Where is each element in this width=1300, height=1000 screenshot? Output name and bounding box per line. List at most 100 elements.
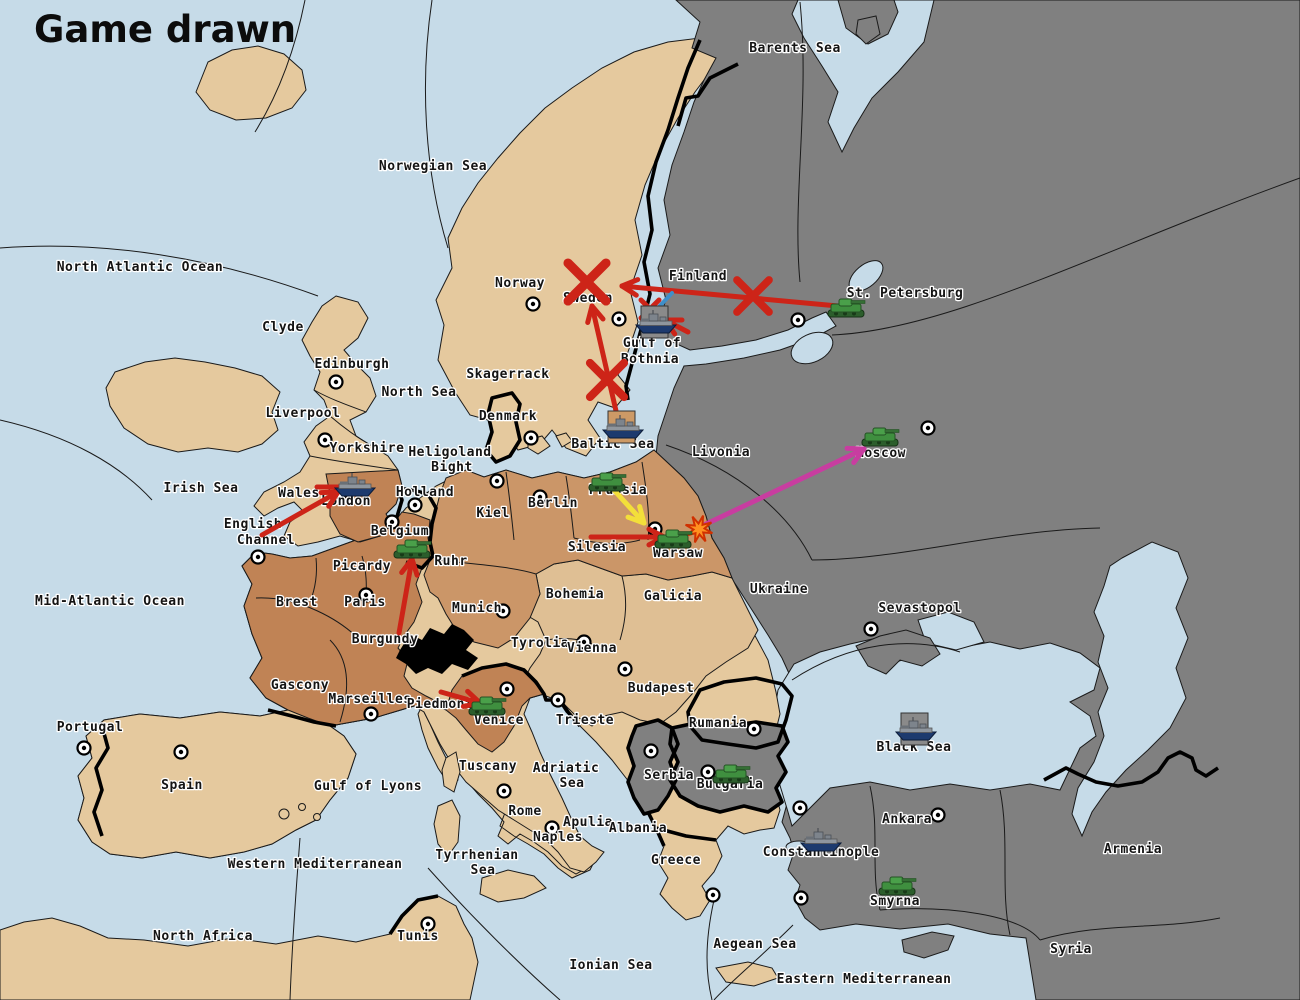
region-label-clyde: Clyde [262,320,304,335]
order-arrow-layer [259,258,867,709]
border-austria-1 [619,575,627,641]
sea-label-north-atlantic-ocean: North Atlantic Ocean [57,260,224,275]
supply-center-ankara [930,807,946,823]
sea-label-aegean-sea: Aegean Sea [713,937,796,952]
border-uk-1 [313,389,367,413]
border-norway-finland [676,62,739,127]
army-belgium[interactable] [393,539,432,559]
region-label-moscow: Moscow [856,446,906,461]
fleet-baltic-sea[interactable] [601,410,645,444]
army-moscow[interactable] [861,427,900,447]
region-label-naples: Naples [533,830,583,845]
region-label-yorkshire: Yorkshire [330,441,405,456]
army-smyrna[interactable] [878,876,917,896]
sea-label-gulf-of-bothnia-2: Bothnia [621,352,679,367]
fleet-black-sea[interactable] [894,712,938,746]
supply-center-norway [525,296,541,312]
region-shape-iceland[interactable] [195,45,307,121]
region-label-tunis: Tunis [397,929,439,944]
border-rumania [686,676,794,750]
fleet-ship-icon [601,415,645,439]
region-label-st-petersburg: St. Petersburg [847,286,964,301]
region-label-tyrolia: Tyrolia [511,636,569,651]
sardinia [433,799,461,857]
region-label-wales: Wales [278,486,320,501]
border-pyrenees [267,708,337,728]
sea-label-gulf-of-bothnia-1: Gulf of [623,336,681,351]
region-label-portugal: Portugal [57,720,124,735]
supply-center-liverpool [317,432,333,448]
region-label-gascony: Gascony [271,678,329,693]
supply-center-berlin [532,489,548,505]
supply-center-belgium [384,514,400,530]
region-label-piedmont: Piedmont [407,697,474,712]
border-ukraine-sevastopol [791,643,961,681]
explosion-battle-warsaw [685,515,713,543]
region-label-armenia: Armenia [1104,842,1162,857]
sea-label-barents-sea: Barents Sea [749,41,841,56]
supply-center-paris [358,587,374,603]
region-shape-north-africa[interactable] [0,895,479,1000]
border-finland-stp [797,1,804,283]
region-label-paris: Paris [344,595,386,610]
barents-island [855,15,881,45]
army-tank-icon [878,876,917,896]
sea-arc-ion-aeg [706,899,715,1000]
region-label-burgundy: Burgundy [352,632,419,647]
border-berlin-prussia [565,475,575,539]
army-tank-icon [468,696,507,716]
region-label-spain: Spain [161,778,203,793]
border-livonia-russia [665,444,813,561]
fleet-constantinople[interactable] [799,828,843,852]
order-arrow-move-stp-sweden [619,277,841,309]
sea-label-western-mediterranean: Western Mediterranean [228,857,403,872]
fleet-ship-icon [333,473,377,497]
failed-mark-x-baltic-line [585,358,629,402]
supply-center-moscow [920,420,936,436]
region-label-syria: Syria [1050,942,1092,957]
army-st-petersburg[interactable] [827,298,866,318]
supply-center-vienna [576,634,592,650]
supply-center-constantinople [792,800,808,816]
region-label-apulia: Apulia [563,815,613,830]
sea-arc-nwg [424,0,449,249]
sea-label-eastern-mediterranean: Eastern Mediterranean [777,972,952,987]
supply-center-kiel [489,473,505,489]
region-shape-switzerland [396,624,478,674]
border-france-1 [309,557,317,603]
region-label-holland: Holland [396,485,454,500]
sea-label-heligoland-bight-1: Heligoland [408,445,491,460]
sea-label-mid-atlantic-ocean: Mid-Atlantic Ocean [35,594,185,609]
region-label-venice: Venice [474,713,524,728]
army-tank-icon [393,539,432,559]
region-label-denmark: Denmark [479,409,537,424]
region-label-greece: Greece [651,853,701,868]
caspian-sea[interactable] [1071,541,1189,838]
border-lowcountries [394,486,438,570]
army-venice[interactable] [468,696,507,716]
supply-center-layer [76,296,946,932]
region-label-smyrna: Smyrna [870,894,920,909]
fleet-london[interactable] [333,473,377,497]
sea-arc-mao-wes [289,837,301,1000]
region-label-albania: Albania [609,821,667,836]
army-prussia[interactable] [588,472,627,492]
border-ankara-smyrna [869,785,881,911]
fleet-gulf-of-bothnia[interactable] [634,305,678,339]
order-arrow-move-channel-london [259,489,341,538]
region-shape-ireland[interactable] [105,357,281,453]
army-bulgaria[interactable] [712,764,751,784]
region-label-marseilles: Marseilles [328,692,411,707]
border-ukraine-moscow [811,527,1101,561]
white-sea[interactable] [791,0,935,154]
supply-center-sweden [611,311,627,327]
army-tank-icon [588,472,627,492]
sea-label-north-sea: North Sea [382,385,457,400]
sicily [479,869,547,903]
sea-arc-mao [0,419,153,501]
supply-center-portugal [76,740,92,756]
region-label-finland: Finland [669,269,727,284]
army-warsaw[interactable] [654,529,693,549]
border-portugal-spain [92,725,110,837]
